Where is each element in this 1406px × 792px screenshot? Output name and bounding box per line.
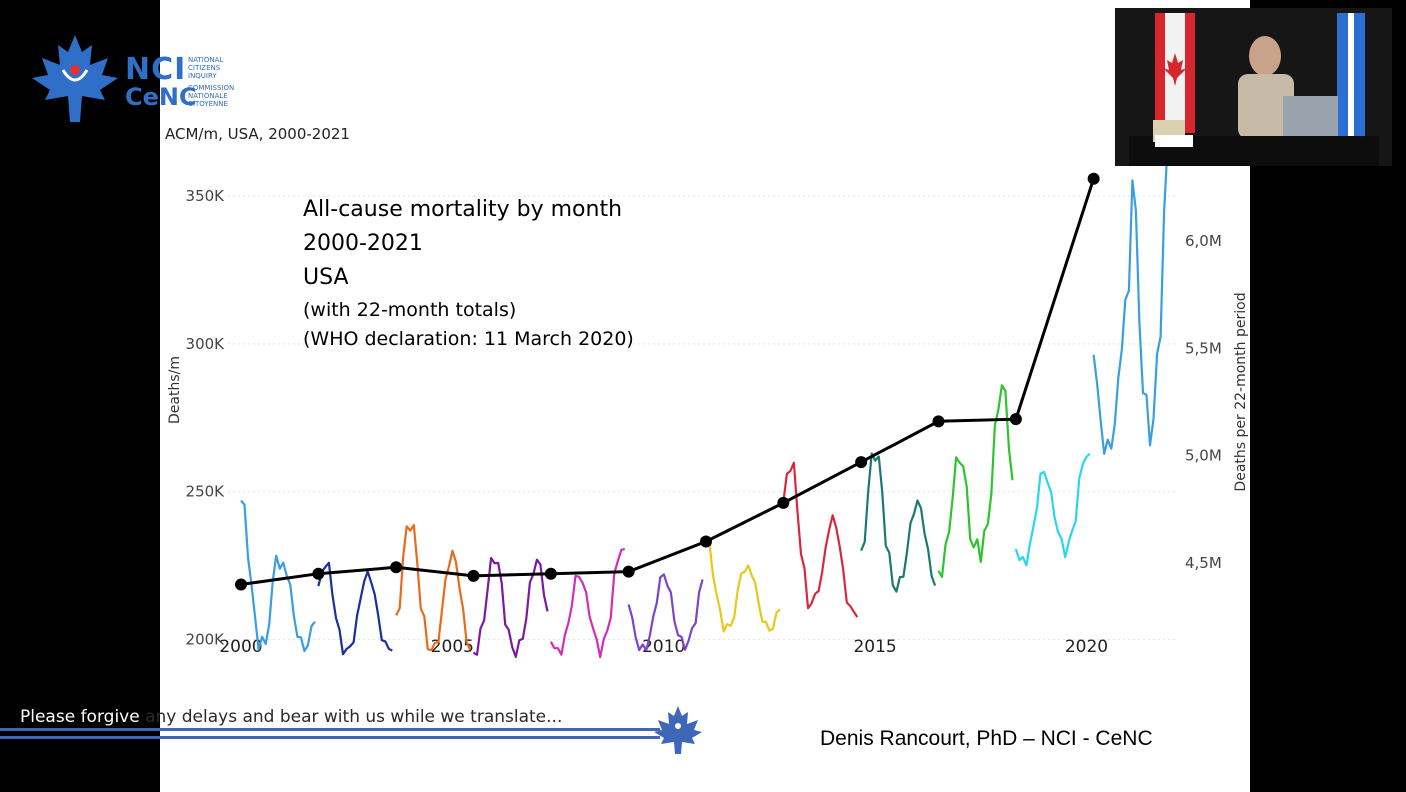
- y2-tick-label: 6,0M: [1185, 232, 1222, 250]
- totals-point: [932, 415, 945, 428]
- totals-point: [312, 567, 325, 580]
- totals-point: [1009, 413, 1022, 426]
- y-tick-label: 200K: [186, 630, 226, 648]
- speaker-video-feed: [1115, 8, 1392, 166]
- monthly-series-line: [1092, 145, 1169, 455]
- x-tick-label: 2000: [219, 637, 262, 657]
- presentation-slide: [160, 0, 1250, 792]
- totals-point: [390, 561, 403, 574]
- translation-bar-bottom: [0, 736, 660, 739]
- monthly-series-line: [395, 523, 472, 652]
- monthly-series-line: [937, 384, 1014, 579]
- y2-axis-label: Deaths per 22-month period: [1233, 292, 1249, 491]
- monthly-series-line: [627, 573, 704, 652]
- logo-nci-text: NCI: [125, 52, 187, 87]
- monthly-series-line: [240, 499, 316, 653]
- monthly-series-line: [705, 542, 781, 633]
- chart-header-label: ACM/m, USA, 2000-2021: [165, 125, 350, 143]
- x-tick-label: 2010: [642, 637, 685, 657]
- totals-point: [1087, 172, 1100, 185]
- subtitle-line-1: (with 22-month totals): [303, 299, 517, 321]
- y2-tick-label: 5,0M: [1185, 447, 1222, 465]
- logo-small-top: NATIONAL CITIZENS INQUIRY: [188, 56, 224, 80]
- logo-cenc-text: CeNC: [125, 83, 197, 111]
- totals-point: [777, 496, 790, 509]
- y-tick-label: 350K: [186, 187, 226, 205]
- x-tick-label: 2020: [1065, 637, 1108, 657]
- totals-point: [544, 567, 557, 580]
- monthly-series-line: [317, 561, 393, 656]
- title-line-3: USA: [303, 265, 349, 290]
- subtitle-line-2: (WHO declaration: 11 March 2020): [303, 328, 634, 350]
- logo-small-bottom: COMMISSION NATIONALE CITOYENNE: [188, 84, 235, 108]
- monthly-series-line: [472, 556, 549, 659]
- totals-point: [467, 569, 480, 582]
- y2-tick-label: 4,5M: [1185, 554, 1222, 572]
- monthly-series-line: [782, 461, 859, 618]
- totals-point: [700, 535, 712, 548]
- translation-notice: Please forgive any delays and bear with …: [20, 707, 563, 727]
- title-line-1: All-cause mortality by month: [303, 197, 623, 222]
- author-credit: Denis Rancourt, PhD – NCI - CeNC: [820, 727, 1153, 750]
- y-tick-label: 250K: [186, 483, 226, 501]
- maple-leaf-small-icon: [654, 706, 702, 754]
- x-tick-label: 2015: [853, 637, 896, 657]
- totals-point: [622, 565, 635, 578]
- y-tick-label: 300K: [186, 335, 226, 353]
- monthly-series-line: [549, 547, 626, 659]
- y2-tick-label: 5,5M: [1185, 339, 1222, 357]
- chart-title-block: All-cause mortality by month 2000-2021 U…: [303, 199, 634, 359]
- monthly-series-line: [1014, 452, 1091, 567]
- x-tick-label: 2005: [431, 637, 474, 657]
- y-axis-label: Deaths/m: [167, 356, 183, 424]
- monthly-series-line: [860, 452, 937, 593]
- translation-bar-top: [0, 728, 660, 731]
- title-line-2: 2000-2021: [303, 231, 423, 256]
- maple-leaf-logo-icon: [32, 35, 118, 122]
- totals-line: [240, 178, 1096, 586]
- totals-point: [235, 578, 247, 591]
- totals-point: [855, 456, 868, 469]
